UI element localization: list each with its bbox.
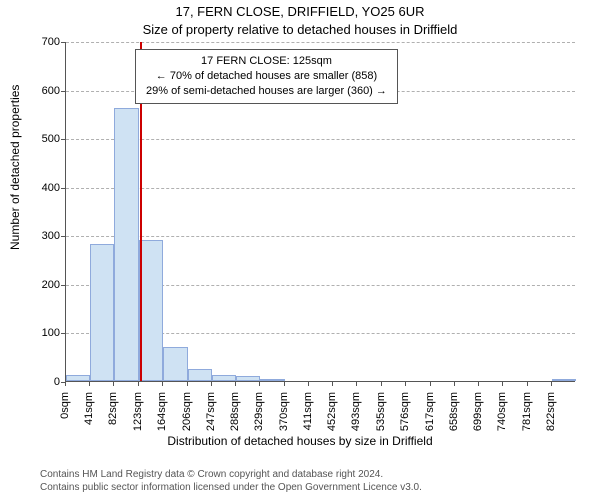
- page-address-title: 17, FERN CLOSE, DRIFFIELD, YO25 6UR: [0, 4, 600, 19]
- x-tick-mark: [332, 382, 333, 386]
- annotation-line-1: 17 FERN CLOSE: 125sqm: [146, 54, 387, 69]
- x-tick-mark: [430, 382, 431, 386]
- histogram-bar: [212, 375, 236, 381]
- x-tick-label: 699sqm: [472, 392, 484, 434]
- x-tick-label: 82sqm: [107, 392, 119, 434]
- x-tick-label: 452sqm: [326, 392, 338, 434]
- histogram-bar: [90, 244, 114, 381]
- y-tick-mark: [61, 333, 65, 334]
- x-tick-label: 493sqm: [350, 392, 362, 434]
- histogram-bar: [114, 108, 138, 381]
- x-tick-label: 288sqm: [229, 392, 241, 434]
- x-tick-label: 123sqm: [132, 392, 144, 434]
- annotation-box: 17 FERN CLOSE: 125sqm ← 70% of detached …: [135, 49, 398, 104]
- histogram-bar: [236, 376, 260, 381]
- x-tick-mark: [211, 382, 212, 386]
- x-tick-label: 740sqm: [496, 392, 508, 434]
- x-tick-label: 329sqm: [253, 392, 265, 434]
- x-tick-label: 576sqm: [399, 392, 411, 434]
- y-tick-mark: [61, 91, 65, 92]
- x-tick-mark: [381, 382, 382, 386]
- annotation-line-2: ← 70% of detached houses are smaller (85…: [146, 69, 387, 84]
- y-tick-label: 400: [30, 182, 60, 194]
- x-axis-label: Distribution of detached houses by size …: [0, 434, 600, 448]
- x-tick-mark: [551, 382, 552, 386]
- x-tick-mark: [235, 382, 236, 386]
- x-tick-mark: [187, 382, 188, 386]
- histogram-bar: [260, 379, 284, 381]
- x-tick-mark: [502, 382, 503, 386]
- gridline: [66, 188, 575, 189]
- x-tick-label: 206sqm: [181, 392, 193, 434]
- x-tick-label: 411sqm: [302, 392, 314, 434]
- x-tick-mark: [527, 382, 528, 386]
- x-tick-label: 535sqm: [375, 392, 387, 434]
- page-subtitle: Size of property relative to detached ho…: [0, 22, 600, 37]
- attribution-line-1: Contains HM Land Registry data © Crown c…: [40, 468, 590, 481]
- y-tick-label: 600: [30, 85, 60, 97]
- x-tick-mark: [113, 382, 114, 386]
- x-tick-label: 41sqm: [83, 392, 95, 434]
- x-tick-label: 781sqm: [521, 392, 533, 434]
- histogram-bar: [139, 240, 163, 381]
- x-tick-mark: [138, 382, 139, 386]
- x-tick-label: 658sqm: [448, 392, 460, 434]
- histogram-bar: [552, 379, 576, 381]
- histogram-bar: [188, 369, 212, 381]
- x-tick-label: 164sqm: [156, 392, 168, 434]
- x-tick-label: 0sqm: [59, 392, 71, 434]
- y-tick-label: 200: [30, 279, 60, 291]
- y-tick-mark: [61, 285, 65, 286]
- y-tick-label: 300: [30, 230, 60, 242]
- gridline: [66, 139, 575, 140]
- gridline: [66, 42, 575, 43]
- attribution-text: Contains HM Land Registry data © Crown c…: [40, 468, 590, 494]
- x-tick-mark: [405, 382, 406, 386]
- x-tick-mark: [162, 382, 163, 386]
- histogram-bar: [66, 375, 90, 381]
- gridline: [66, 236, 575, 237]
- y-tick-mark: [61, 188, 65, 189]
- y-tick-mark: [61, 236, 65, 237]
- x-tick-label: 822sqm: [545, 392, 557, 434]
- x-tick-label: 247sqm: [205, 392, 217, 434]
- y-tick-mark: [61, 139, 65, 140]
- x-tick-mark: [454, 382, 455, 386]
- y-tick-label: 700: [30, 36, 60, 48]
- x-tick-mark: [356, 382, 357, 386]
- y-tick-mark: [61, 42, 65, 43]
- x-tick-mark: [284, 382, 285, 386]
- x-tick-mark: [478, 382, 479, 386]
- y-tick-label: 500: [30, 133, 60, 145]
- y-tick-label: 0: [30, 376, 60, 388]
- x-tick-mark: [308, 382, 309, 386]
- x-tick-mark: [89, 382, 90, 386]
- x-tick-mark: [65, 382, 66, 386]
- annotation-line-3: 29% of semi-detached houses are larger (…: [146, 84, 387, 99]
- x-tick-label: 370sqm: [278, 392, 290, 434]
- attribution-line-2: Contains public sector information licen…: [40, 481, 590, 494]
- x-tick-mark: [259, 382, 260, 386]
- y-tick-label: 100: [30, 327, 60, 339]
- y-axis-label: Number of detached properties: [8, 85, 22, 250]
- x-tick-label: 617sqm: [424, 392, 436, 434]
- histogram-bar: [163, 347, 188, 381]
